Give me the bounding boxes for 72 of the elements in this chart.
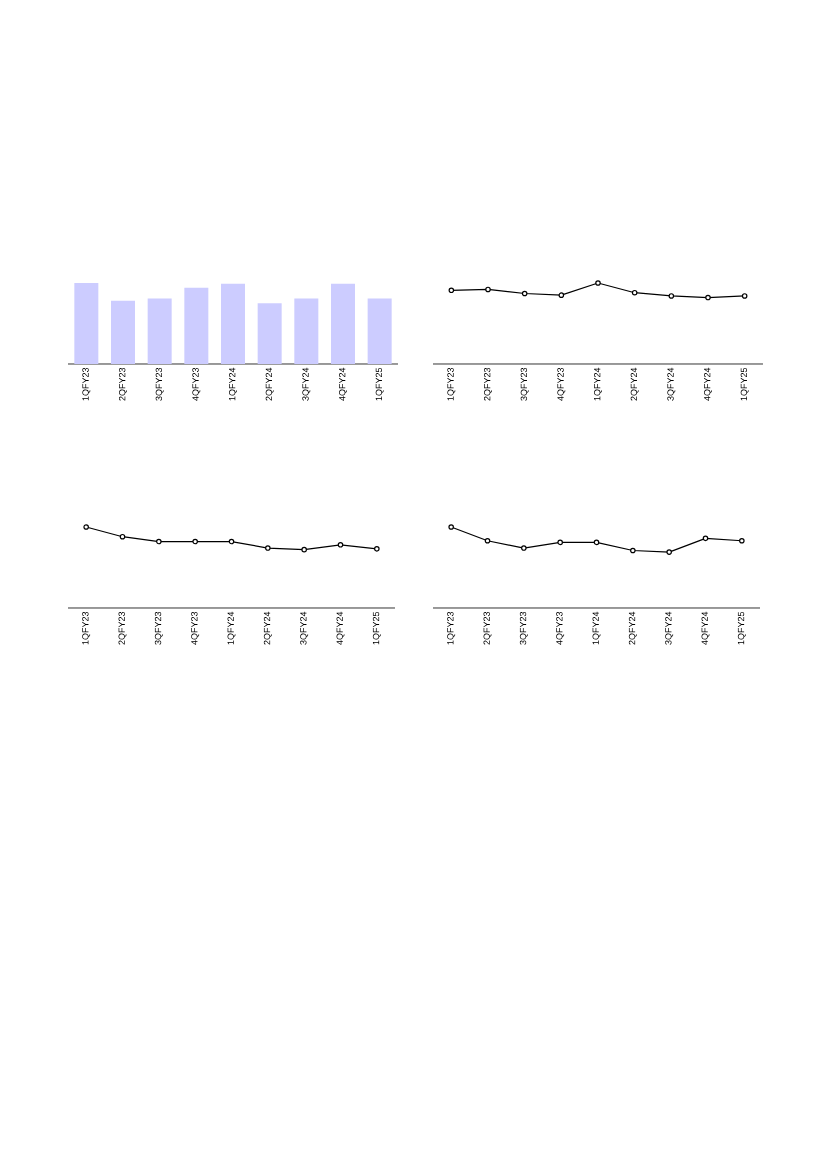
point (630, 547, 636, 554)
point (448, 287, 455, 294)
x-tick-label: 1QFY23 (82, 611, 91, 645)
point (484, 537, 491, 544)
point (593, 539, 600, 546)
point (558, 292, 565, 298)
point (666, 549, 672, 555)
x-tick-label: 2QFY24 (263, 611, 272, 645)
x-tick-label: 2QFY24 (265, 367, 274, 401)
x-tick-label: 4QFY23 (192, 367, 201, 401)
x-tick-label: 1QFY24 (592, 611, 601, 645)
x-tick-label: 1QFY24 (227, 611, 236, 645)
x-tick-label: 1QFY23 (447, 611, 456, 645)
x-tick-label: 4QFY24 (701, 611, 710, 645)
x-tick-label: 2QFY23 (483, 611, 492, 645)
x-tick-label: 4QFY24 (704, 367, 712, 401)
x-tick-label: 4QFY23 (557, 367, 566, 401)
point (83, 524, 89, 530)
x-tick-label: 1QFY23 (82, 367, 91, 401)
x-tick-label: 3QFY24 (665, 611, 674, 645)
x-tick-label: 4QFY23 (556, 611, 565, 645)
point (301, 546, 307, 553)
point (595, 280, 601, 286)
bar (330, 283, 355, 364)
x-tick-label: 1QFY25 (375, 367, 384, 401)
bar (74, 282, 99, 364)
x-tick-label: 1QFY24 (229, 367, 237, 401)
point (521, 545, 527, 551)
point (192, 538, 198, 545)
x-tick-label: 2QFY23 (118, 611, 127, 645)
point (631, 289, 638, 296)
x-tick-label: 3QFY23 (154, 611, 163, 645)
x-tick-label: 3QFY24 (300, 611, 309, 645)
bar (147, 298, 172, 364)
point (119, 533, 126, 540)
x-tick-label: 4QFY24 (336, 611, 345, 645)
point (265, 545, 271, 551)
point (228, 538, 235, 545)
point (485, 286, 491, 293)
x-tick-label: 3QFY24 (667, 367, 676, 401)
bar (111, 300, 135, 364)
x-tick-label: 1QFY25 (740, 367, 749, 401)
point (702, 535, 709, 542)
bar (221, 283, 245, 364)
point (705, 294, 711, 301)
point (668, 293, 675, 299)
bar (184, 287, 209, 364)
point (741, 293, 748, 299)
point (156, 538, 162, 545)
x-tick-label: 2QFY24 (630, 367, 639, 401)
x-tick-label: 1QFY25 (372, 611, 381, 645)
point (337, 542, 344, 548)
x-tick-label: 4QFY24 (339, 367, 347, 401)
point (557, 539, 563, 546)
x-tick-label: 3QFY23 (155, 367, 164, 401)
bar (367, 298, 392, 364)
x-tick-label: 2QFY23 (119, 367, 127, 401)
x-tick-label: 4QFY23 (191, 611, 200, 645)
x-tick-label: 2QFY23 (484, 367, 492, 401)
x-tick-label: 1QFY25 (737, 611, 746, 645)
point (521, 290, 528, 297)
point (739, 537, 745, 544)
point (448, 524, 454, 530)
bar (294, 298, 319, 364)
x-tick-label: 3QFY23 (519, 611, 528, 645)
x-tick-label: 2QFY24 (628, 611, 637, 645)
x-tick-label: 1QFY23 (447, 367, 456, 401)
x-tick-label: 1QFY24 (594, 367, 602, 401)
x-tick-label: 3QFY24 (302, 367, 311, 401)
bar (257, 303, 282, 364)
point (374, 546, 380, 552)
x-tick-label: 3QFY23 (520, 367, 529, 401)
